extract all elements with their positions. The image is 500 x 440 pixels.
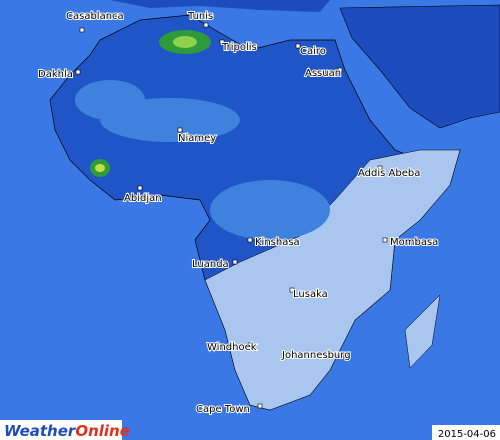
city-label: Luanda: [192, 259, 229, 270]
europe: [110, 0, 330, 12]
city-label: Lusaka: [293, 289, 328, 300]
logo-box: [0, 420, 122, 440]
city-label: Dakhla: [38, 69, 73, 80]
city-label: Mombasa: [390, 237, 438, 248]
city-label: Assuan: [305, 68, 341, 79]
date: 2015-04-06: [438, 429, 496, 440]
wet-band: [210, 180, 330, 240]
wet-band: [75, 80, 145, 120]
city-label: Windhoek: [207, 342, 257, 353]
city-label: Cairo: [300, 46, 326, 57]
rain-core: [95, 164, 105, 172]
city-dot: [309, 352, 315, 358]
city-dot: [377, 165, 383, 171]
date-box: [432, 425, 500, 440]
city-dot: [219, 39, 225, 45]
logo: WeatherOnline: [4, 422, 130, 440]
logo-second: Online: [75, 422, 130, 440]
city-dot: [177, 127, 183, 133]
city-label: Niamey: [178, 133, 216, 144]
rain-core: [173, 36, 197, 48]
logo-first: Weather: [4, 422, 77, 440]
city-dot: [203, 22, 209, 28]
city-dot: [232, 259, 238, 265]
city-dot: [337, 67, 343, 73]
city-label: Kinshasa: [255, 237, 300, 248]
city-label: Tripolis: [221, 42, 257, 53]
city-label: Tunis: [187, 11, 213, 22]
city-label: Addis Abeba: [358, 168, 420, 179]
city-dot: [247, 342, 253, 348]
city-label: Cape Town: [196, 404, 250, 415]
city-dot: [75, 69, 81, 75]
south-dry: [204, 149, 461, 411]
city-dot: [79, 27, 85, 33]
city-dot: [137, 185, 143, 191]
city-label: Casablanca: [66, 11, 124, 22]
city-dot: [382, 237, 388, 243]
middle-east: [339, 4, 500, 129]
city-label: Johannesburg: [281, 350, 351, 361]
city-dot: [295, 43, 301, 49]
city-label: Abidjan: [124, 193, 162, 204]
city-dot: [247, 237, 253, 243]
city-dot: [257, 403, 263, 409]
madagascar: [404, 294, 441, 369]
city-dot: [289, 287, 295, 293]
